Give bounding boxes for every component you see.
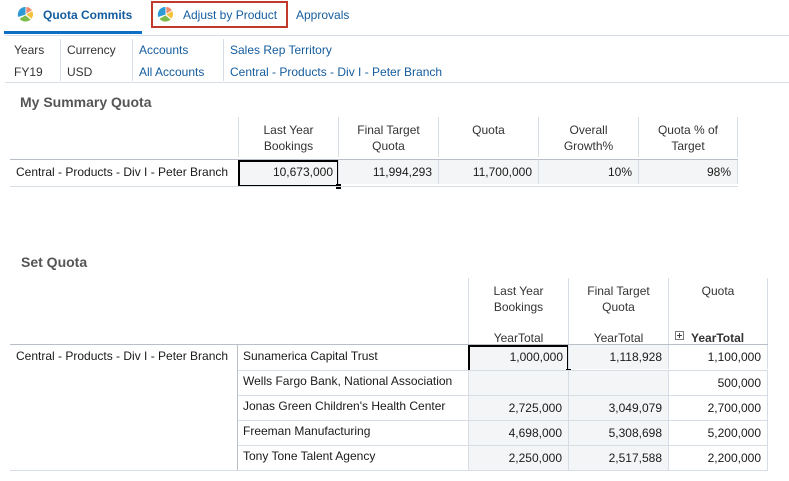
cell-quota[interactable]: 2,200,000 [668,446,768,470]
summary-title: My Summary Quota [20,94,152,110]
cell-quota[interactable]: 1,100,000 [668,345,768,369]
row-divider [10,159,738,160]
tab-adjust-by-product[interactable]: Adjust by Product [151,1,288,28]
header-line: Final Target [357,123,420,137]
cell-quota[interactable]: 5,200,000 [668,421,768,445]
tab-label: Adjust by Product [183,7,278,22]
filter-years: Years FY19 [5,39,57,81]
summary-cell-overall-growth[interactable]: 10% [538,160,638,184]
summary-header-quota-pct-target: Quota % of Target [638,117,738,157]
set-quota-territory-label: Central - Products - Div I - Peter Branc… [16,349,229,363]
cell-final-target-quota[interactable]: 5,308,698 [568,421,668,445]
summary-cell-final-target-quota[interactable]: 11,994,293 [338,160,438,184]
filter-sales-rep-territory[interactable]: Sales Rep Territory Central - Products -… [223,39,523,81]
header-sub: YearTotal [691,331,745,345]
header-line: Quota [472,123,505,137]
filter-currency: Currency USD [60,39,132,81]
account-label: Jonas Green Children's Health Center [243,399,446,413]
header-sub: YearTotal [493,331,544,345]
account-label: Wells Fargo Bank, National Association [243,374,453,388]
filter-value[interactable]: All Accounts [139,65,205,79]
setquota-header-last-year-bookings: Last Year Bookings YearTotal [468,278,568,345]
filter-value: USD [67,65,93,79]
summary-cell-quota-pct-target[interactable]: 98% [638,160,738,184]
cell-quota[interactable]: 2,700,000 [668,396,768,420]
setquota-header-quota: Quota YearTotal [668,278,768,346]
cell-last-year-bookings[interactable]: 4,698,000 [468,421,568,445]
account-label: Tony Tone Talent Agency [243,449,376,463]
header-line: Final Target [587,284,650,298]
pie-chart-icon [157,6,173,22]
header-line: Bookings [493,300,544,314]
account-label: Freeman Manufacturing [243,424,371,438]
filter-bar: Years FY19 Currency USD Accounts All Acc… [5,35,789,83]
summary-header-overall-growth: Overall Growth% [538,117,638,157]
tab-quota-commits[interactable]: Quota Commits [17,1,132,28]
summary-header-last-year-bookings: Last Year Bookings [238,117,338,157]
row-divider [10,186,738,187]
row-divider [10,470,768,471]
account-label: Sunamerica Capital Trust [243,349,378,363]
row-divider [10,344,768,345]
header-line: Target [671,139,705,153]
filter-label: Sales Rep Territory [230,43,332,57]
header-line: Growth% [563,139,614,153]
filter-label: Years [14,43,45,57]
cell-final-target-quota[interactable]: 3,049,079 [568,396,668,420]
header-sub: YearTotal [593,331,644,345]
row-divider [238,395,768,396]
column-divider [237,345,238,470]
summary-cell-quota[interactable]: 11,700,000 [438,160,538,184]
header-line: Quota [372,139,405,153]
expand-plus-icon[interactable] [675,331,684,341]
set-quota-title: Set Quota [21,254,88,270]
row-divider [238,420,768,421]
summary-row-label: Central - Products - Div I - Peter Branc… [16,165,229,179]
cell-quota[interactable]: 500,000 [668,371,768,395]
summary-cell-last-year-bookings[interactable]: 10,673,000 [238,160,341,189]
tab-label: Quota Commits [43,7,133,22]
header-line: Last Year [493,284,544,298]
row-divider [238,445,768,446]
header-line: Overall [569,123,608,137]
filter-value: FY19 [14,65,43,79]
header-sub-expandable[interactable]: YearTotal [669,330,767,346]
cell-last-year-bookings[interactable]: 1,000,000 [468,345,571,374]
cell-final-target-quota[interactable] [568,371,668,395]
cell-last-year-bookings[interactable]: 2,725,000 [468,396,568,420]
tab-bar: Quota Commits Adjust by Product Approval… [0,0,789,34]
filter-value[interactable]: Central - Products - Div I - Peter Branc… [230,65,443,79]
filter-label: Currency [67,43,116,57]
header-line: Last Year [263,123,314,137]
cell-last-year-bookings[interactable]: 2,250,000 [468,446,568,470]
cell-final-target-quota[interactable]: 2,517,588 [568,446,668,470]
pie-chart-icon [17,6,33,22]
summary-header-final-target-quota: Final Target Quota [338,117,438,157]
cell-final-target-quota[interactable]: 1,118,928 [568,345,668,369]
tab-approvals[interactable]: Approvals [296,1,349,28]
active-tab-indicator [4,31,142,34]
header-line: Bookings [263,139,314,153]
setquota-header-final-target-quota: Final Target Quota YearTotal [568,278,668,345]
tab-label: Approvals [296,7,350,22]
header-line: Quota [602,300,635,314]
header-line [669,299,767,315]
header-line: Quota [701,284,735,298]
cell-last-year-bookings[interactable] [468,371,568,395]
summary-header-quota: Quota [438,117,538,157]
header-line: Quota % of [657,123,719,137]
row-divider [238,370,768,371]
filter-label: Accounts [139,43,189,57]
filter-accounts[interactable]: Accounts All Accounts [132,39,223,81]
